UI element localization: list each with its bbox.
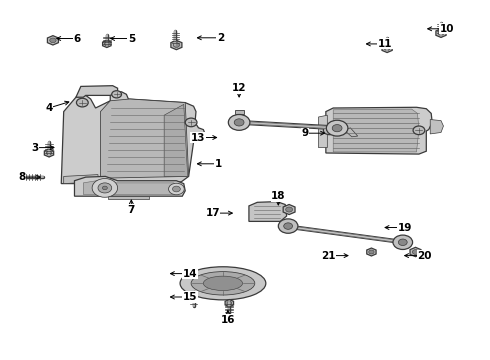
Polygon shape [102, 40, 111, 48]
Polygon shape [108, 196, 149, 199]
Polygon shape [225, 300, 234, 307]
Circle shape [185, 118, 197, 127]
Polygon shape [333, 109, 419, 152]
Circle shape [172, 186, 180, 192]
Circle shape [286, 207, 293, 212]
Ellipse shape [180, 267, 266, 300]
Circle shape [173, 43, 180, 47]
Polygon shape [318, 115, 327, 148]
Text: 12: 12 [232, 83, 246, 93]
Polygon shape [100, 99, 189, 178]
Polygon shape [74, 176, 185, 196]
Circle shape [413, 250, 418, 254]
Polygon shape [283, 204, 295, 215]
Circle shape [92, 179, 118, 197]
Polygon shape [83, 179, 179, 194]
Ellipse shape [203, 276, 243, 291]
Circle shape [393, 235, 413, 249]
Polygon shape [64, 175, 98, 184]
Ellipse shape [191, 271, 255, 295]
Text: 16: 16 [220, 315, 235, 325]
Polygon shape [249, 202, 287, 221]
Polygon shape [61, 92, 205, 184]
Circle shape [332, 125, 342, 132]
Text: 2: 2 [217, 33, 224, 43]
Text: 18: 18 [271, 191, 286, 201]
Polygon shape [367, 248, 376, 256]
Polygon shape [164, 104, 188, 176]
Circle shape [234, 119, 244, 126]
Text: 19: 19 [397, 222, 412, 233]
Polygon shape [326, 107, 432, 154]
Circle shape [413, 126, 425, 135]
Circle shape [76, 98, 88, 107]
Circle shape [228, 114, 250, 130]
Text: 3: 3 [32, 143, 39, 153]
Polygon shape [436, 29, 446, 37]
Polygon shape [430, 120, 443, 134]
Text: 11: 11 [378, 39, 392, 49]
Text: 17: 17 [205, 208, 220, 218]
Circle shape [278, 219, 298, 233]
Circle shape [98, 183, 112, 193]
Text: 14: 14 [183, 269, 197, 279]
Circle shape [46, 151, 52, 155]
Text: 10: 10 [440, 24, 454, 34]
Text: 20: 20 [417, 251, 432, 261]
Text: 4: 4 [45, 103, 53, 113]
Polygon shape [44, 149, 54, 157]
Circle shape [438, 31, 444, 35]
Text: 8: 8 [19, 172, 25, 182]
Polygon shape [382, 44, 392, 53]
Circle shape [169, 183, 184, 195]
Polygon shape [76, 86, 118, 97]
Circle shape [384, 46, 390, 50]
Circle shape [323, 126, 335, 135]
Text: 7: 7 [127, 204, 135, 215]
Circle shape [284, 223, 293, 229]
Circle shape [369, 250, 374, 254]
Circle shape [50, 38, 56, 42]
Text: 9: 9 [301, 128, 308, 138]
Polygon shape [410, 247, 421, 257]
Text: 13: 13 [191, 132, 205, 143]
Circle shape [102, 186, 107, 190]
Text: 6: 6 [74, 33, 81, 44]
Polygon shape [235, 110, 244, 114]
Polygon shape [48, 36, 58, 45]
Circle shape [104, 42, 109, 46]
Text: 21: 21 [321, 251, 336, 261]
Circle shape [112, 91, 122, 98]
Circle shape [398, 239, 407, 246]
Text: 15: 15 [183, 292, 197, 302]
Circle shape [227, 301, 232, 305]
Text: 5: 5 [128, 33, 135, 44]
Polygon shape [171, 40, 182, 50]
Text: 1: 1 [215, 159, 221, 169]
Circle shape [326, 120, 348, 136]
Polygon shape [344, 128, 358, 137]
